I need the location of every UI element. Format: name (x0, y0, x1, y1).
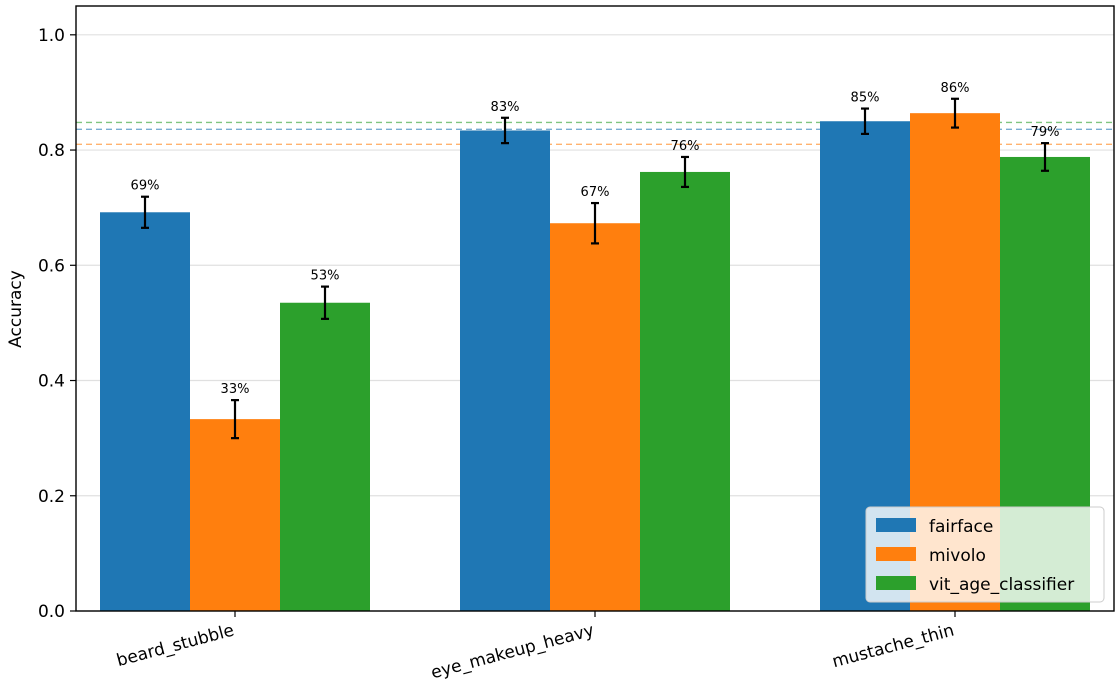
y-tick-label: 0.4 (38, 372, 65, 392)
bar-vit_age_classifier-beard_stubble (280, 302, 370, 611)
bar-mivolo-beard_stubble (190, 419, 280, 611)
legend-swatch-fairface (876, 518, 916, 532)
x-tick-label: beard_stubble (115, 621, 237, 672)
y-tick-label: 1.0 (38, 26, 65, 46)
bar-value-label: 76% (671, 139, 700, 154)
legend-label-vit_age_classifier: vit_age_classifier (929, 575, 1074, 595)
bar-value-labels: 69% 33% 53% 83% 67% 76% 85% 86% 79% (131, 81, 1060, 397)
bar-fairface-eye_makeup_heavy (460, 130, 550, 611)
legend: fairface mivolo vit_age_classifier (865, 506, 1105, 603)
error-bars (141, 97, 1049, 440)
legend-swatch-mivolo (876, 547, 916, 561)
bar-value-label: 69% (131, 179, 160, 194)
bar-value-label: 86% (941, 81, 970, 96)
bar-fairface-beard_stubble (100, 212, 190, 611)
x-tick-label: eye_makeup_heavy (429, 621, 596, 684)
legend-label-mivolo: mivolo (929, 546, 986, 566)
x-tick-label: mustache_thin (830, 621, 956, 673)
bar-value-label: 53% (311, 269, 340, 284)
bar-mivolo-eye_makeup_heavy (550, 223, 640, 611)
y-axis-title: Accuracy (6, 270, 26, 348)
bar-value-label: 79% (1031, 125, 1060, 140)
y-tick-label: 0.0 (38, 602, 65, 622)
y-tick-label: 0.8 (38, 141, 65, 161)
legend-swatch-vit_age_classifier (876, 576, 916, 590)
bar-vit_age_classifier-eye_makeup_heavy (640, 171, 730, 611)
bar-value-label: 85% (851, 91, 880, 106)
x-axis: beard_stubble eye_makeup_heavy mustache_th… (115, 611, 956, 684)
bar-value-label: 33% (221, 382, 250, 397)
legend-label-fairface: fairface (929, 517, 993, 537)
y-axis: 0.0 0.2 0.4 0.6 0.8 1.0 (38, 26, 76, 622)
bar-value-label: 67% (581, 185, 610, 200)
bar-value-label: 83% (491, 100, 520, 115)
legend-box (865, 506, 1105, 603)
y-tick-label: 0.2 (38, 487, 65, 507)
y-tick-label: 0.6 (38, 256, 65, 276)
